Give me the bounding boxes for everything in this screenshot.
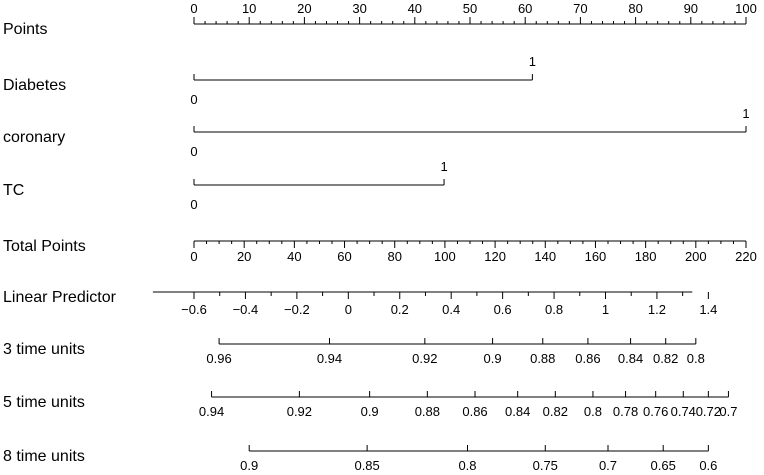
points-tick-label: 60 [518, 1, 532, 16]
row-label-tc: TC [3, 182, 24, 199]
linear-predictor-tick-label: 1.4 [699, 302, 717, 317]
points-tick-label: 70 [573, 1, 587, 16]
5-time-units-tick-label: 0.76 [643, 404, 668, 419]
total-points-tick-label: 180 [635, 249, 657, 264]
tc-low-label: 0 [190, 197, 197, 212]
8-time-units-tick-label: 0.65 [651, 458, 676, 473]
points-tick-label: 80 [628, 1, 642, 16]
total-points-tick-label: 120 [484, 249, 506, 264]
diabetes-low-label: 0 [190, 92, 197, 107]
3-time-units-tick-label: 0.92 [412, 351, 437, 366]
row-label-8-time-units: 8 time units [3, 448, 85, 465]
coronary-low-label: 0 [190, 144, 197, 159]
points-tick-label: 90 [684, 1, 698, 16]
3-time-units-tick-label: 0.9 [484, 351, 502, 366]
5-time-units-tick-label: 0.72 [696, 404, 721, 419]
row-label-3-time-units: 3 time units [3, 341, 85, 358]
points-tick-label: 0 [190, 1, 197, 16]
diabetes-high-label: 1 [529, 54, 536, 69]
tc-high-label: 1 [440, 159, 447, 174]
total-points-tick-label: 60 [337, 249, 351, 264]
5-time-units-tick-label: 0.88 [415, 404, 440, 419]
row-label-5-time-units: 5 time units [3, 394, 85, 411]
5-time-units-tick-label: 0.7 [719, 404, 737, 419]
8-time-units-tick-label: 0.85 [354, 458, 379, 473]
linear-predictor-tick-label: −0.6 [181, 302, 207, 317]
linear-predictor-tick-label: 1.2 [648, 302, 666, 317]
linear-predictor-tick-label: 0.2 [391, 302, 409, 317]
8-time-units-tick-label: 0.8 [458, 458, 476, 473]
total-points-tick-label: 20 [237, 249, 251, 264]
3-time-units-tick-label: 0.8 [687, 351, 705, 366]
points-tick-label: 50 [463, 1, 477, 16]
row-label-points: Points [3, 21, 47, 38]
total-points-tick-label: 100 [434, 249, 456, 264]
3-time-units-tick-label: 0.96 [206, 351, 231, 366]
5-time-units-tick-label: 0.86 [462, 404, 487, 419]
row-label-total-points: Total Points [3, 238, 86, 255]
linear-predictor-tick-label: −0.2 [284, 302, 310, 317]
row-label-diabetes: Diabetes [3, 77, 66, 94]
8-time-units-tick-label: 0.7 [599, 458, 617, 473]
5-time-units-tick-label: 0.9 [361, 404, 379, 419]
3-time-units-tick-label: 0.94 [317, 351, 342, 366]
5-time-units-tick-label: 0.74 [671, 404, 696, 419]
points-tick-label: 30 [352, 1, 366, 16]
total-points-tick-label: 40 [287, 249, 301, 264]
row-label-coronary: coronary [3, 129, 65, 146]
row-label-linear-predictor: Linear Predictor [3, 289, 117, 306]
points-tick-label: 20 [297, 1, 311, 16]
3-time-units-tick-label: 0.88 [530, 351, 555, 366]
total-points-tick-label: 140 [534, 249, 556, 264]
linear-predictor-tick-label: 0.8 [545, 302, 563, 317]
5-time-units-tick-label: 0.94 [199, 404, 224, 419]
points-tick-label: 40 [408, 1, 422, 16]
total-points-tick-label: 80 [387, 249, 401, 264]
total-points-tick-label: 0 [190, 249, 197, 264]
8-time-units-tick-label: 0.6 [699, 458, 717, 473]
linear-predictor-tick-label: 0 [345, 302, 352, 317]
8-time-units-tick-label: 0.9 [240, 458, 258, 473]
3-time-units-tick-label: 0.84 [618, 351, 643, 366]
5-time-units-tick-label: 0.8 [584, 404, 602, 419]
5-time-units-tick-label: 0.84 [505, 404, 530, 419]
linear-predictor-tick-label: 1 [602, 302, 609, 317]
total-points-tick-label: 220 [735, 249, 757, 264]
5-time-units-tick-label: 0.82 [543, 404, 568, 419]
5-time-units-tick-label: 0.78 [613, 404, 638, 419]
total-points-tick-label: 160 [585, 249, 607, 264]
3-time-units-tick-label: 0.82 [653, 351, 678, 366]
coronary-high-label: 1 [742, 106, 749, 121]
linear-predictor-tick-label: −0.4 [233, 302, 259, 317]
3-time-units-tick-label: 0.86 [575, 351, 600, 366]
linear-predictor-tick-label: 0.4 [442, 302, 460, 317]
points-tick-label: 10 [242, 1, 256, 16]
8-time-units-tick-label: 0.75 [533, 458, 558, 473]
total-points-tick-label: 200 [685, 249, 707, 264]
points-tick-label: 100 [735, 1, 757, 16]
linear-predictor-tick-label: 0.6 [494, 302, 512, 317]
5-time-units-tick-label: 0.92 [287, 404, 312, 419]
